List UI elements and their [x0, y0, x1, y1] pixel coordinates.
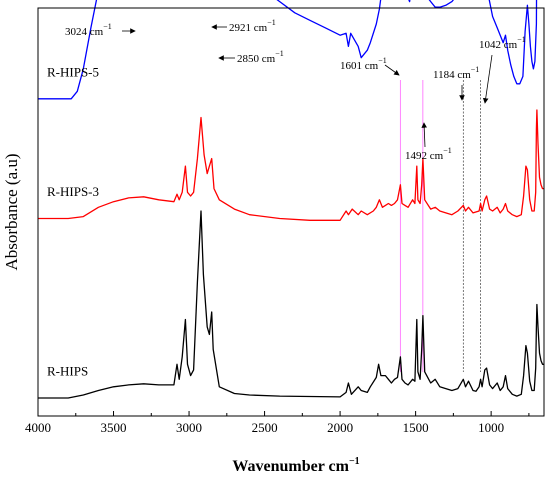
- series-layer: [38, 0, 544, 399]
- x-tick-label: 1000: [478, 420, 504, 435]
- annotation-arrow-1042: [482, 54, 493, 104]
- annotation-1042: 1042 cm−1: [479, 35, 526, 51]
- series-labels: R-HIPS-5 R-HIPS-3 R-HIPS: [47, 64, 99, 378]
- series-label-r-hips: R-HIPS: [47, 364, 88, 379]
- x-axis-ticks: 4000 3500 3000 2500 2000 1500 1000: [25, 411, 530, 435]
- annotation-1492: 1492 cm−1: [405, 146, 452, 162]
- x-axis-title-main: Wavenumber cm: [232, 458, 349, 475]
- annotation-1184: 1184 cm−1: [433, 65, 479, 81]
- series-label-r-hips-3: R-HIPS-3: [47, 184, 99, 199]
- plot-frame: [37, 7, 545, 417]
- x-tick-label: 2000: [327, 420, 353, 435]
- x-tick-label: 1500: [403, 420, 429, 435]
- series-label-r-hips-5: R-HIPS-5: [47, 64, 99, 79]
- series-line-r-hips-5: [38, 0, 538, 100]
- series-line-r-hips: [38, 210, 544, 399]
- peak-annotations: 3024 cm−1 2921 cm−1 2850 cm−1 1601 cm−1 1492…: [65, 18, 526, 162]
- annotation-2850: 2850 cm−1: [237, 49, 284, 65]
- annotation-1601: 1601 cm−1: [340, 56, 387, 72]
- annotation-2921: 2921 cm−1: [229, 18, 276, 34]
- x-axis-title: Wavenumber cm−1: [232, 456, 359, 475]
- annotation-3024: 3024 cm−1: [65, 22, 112, 38]
- x-tick-label: 3500: [101, 420, 127, 435]
- y-axis-title: Absorbance (a.u): [2, 153, 21, 270]
- guide-lines: [399, 80, 481, 372]
- x-tick-label: 3000: [176, 420, 202, 435]
- annotation-arrow-1601: [384, 64, 400, 76]
- series-line-r-hips-3: [38, 109, 544, 221]
- annotation-arrow-1492: [421, 122, 427, 148]
- x-axis-title-sup: −1: [349, 456, 360, 467]
- x-tick-label: 2500: [252, 420, 278, 435]
- x-tick-label: 4000: [25, 420, 51, 435]
